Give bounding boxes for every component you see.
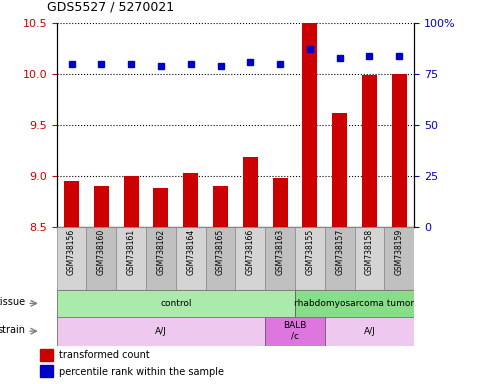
Bar — [57, 317, 265, 346]
Bar — [86, 227, 116, 290]
Text: GSM738166: GSM738166 — [246, 228, 255, 275]
Bar — [243, 157, 258, 227]
Bar — [295, 227, 325, 290]
Text: GSM738158: GSM738158 — [365, 228, 374, 275]
Text: GSM738161: GSM738161 — [127, 228, 136, 275]
Text: transformed count: transformed count — [59, 350, 149, 360]
Bar — [392, 74, 407, 227]
Text: GSM738165: GSM738165 — [216, 228, 225, 275]
Bar — [39, 365, 53, 377]
Bar — [354, 227, 385, 290]
Bar — [116, 227, 146, 290]
Text: GDS5527 / 5270021: GDS5527 / 5270021 — [47, 0, 174, 13]
Text: strain: strain — [0, 325, 26, 335]
Bar — [295, 290, 414, 317]
Bar — [183, 173, 198, 227]
Text: GSM738156: GSM738156 — [67, 228, 76, 275]
Bar — [302, 23, 317, 227]
Text: GSM738162: GSM738162 — [156, 228, 166, 275]
Text: GSM738163: GSM738163 — [276, 228, 284, 275]
Text: GSM738157: GSM738157 — [335, 228, 344, 275]
Text: GSM738159: GSM738159 — [395, 228, 404, 275]
Text: GSM738164: GSM738164 — [186, 228, 195, 275]
Text: BALB
/c: BALB /c — [283, 321, 307, 341]
Text: rhabdomyosarcoma tumor: rhabdomyosarcoma tumor — [294, 299, 415, 308]
Bar — [265, 227, 295, 290]
Bar — [124, 176, 139, 227]
Bar — [325, 227, 354, 290]
Bar — [146, 227, 176, 290]
Bar — [325, 317, 414, 346]
Bar — [94, 186, 109, 227]
Bar — [39, 349, 53, 361]
Bar — [57, 290, 295, 317]
Text: tissue: tissue — [0, 297, 26, 307]
Bar — [213, 186, 228, 227]
Text: GSM738155: GSM738155 — [305, 228, 315, 275]
Bar — [64, 181, 79, 227]
Text: control: control — [160, 299, 192, 308]
Text: A/J: A/J — [363, 327, 375, 336]
Bar — [362, 75, 377, 227]
Bar — [332, 113, 347, 227]
Bar — [57, 227, 86, 290]
Bar — [206, 227, 236, 290]
Text: A/J: A/J — [155, 327, 167, 336]
Bar — [273, 178, 287, 227]
Bar — [385, 227, 414, 290]
Text: GSM738160: GSM738160 — [97, 228, 106, 275]
Bar — [176, 227, 206, 290]
Bar — [265, 317, 325, 346]
Text: percentile rank within the sample: percentile rank within the sample — [59, 366, 224, 377]
Bar — [236, 227, 265, 290]
Bar — [153, 188, 169, 227]
